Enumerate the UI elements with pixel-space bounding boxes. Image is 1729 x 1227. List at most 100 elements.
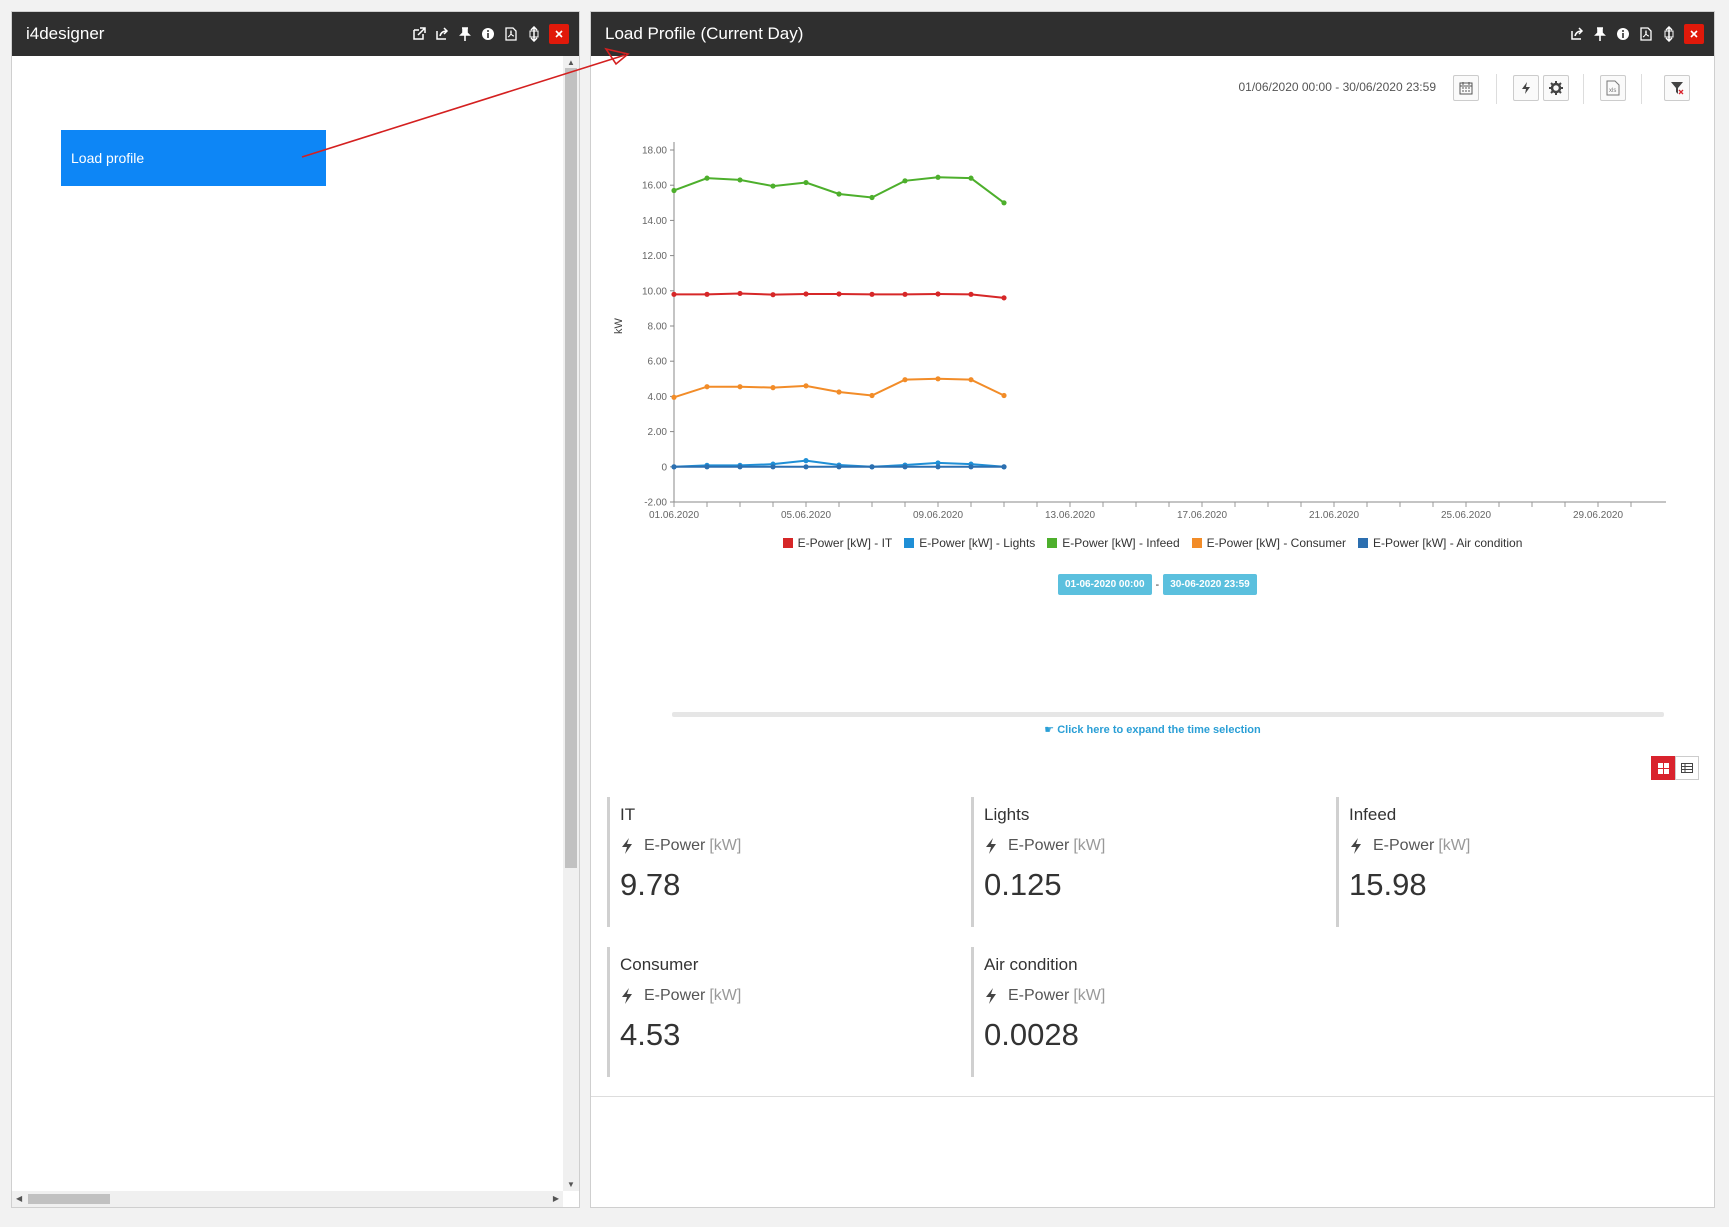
- gear-icon[interactable]: [1543, 75, 1569, 101]
- lightning-icon: [622, 838, 632, 854]
- data-point: [770, 385, 776, 391]
- scroll-up-icon[interactable]: ▲: [567, 58, 575, 67]
- y-tick-label: 18.00: [642, 146, 667, 157]
- data-point: [935, 460, 941, 466]
- time-slider-track[interactable]: [672, 712, 1664, 717]
- legend-item[interactable]: E-Power [kW] - Infeed: [1047, 536, 1180, 550]
- card-title: Lights: [984, 805, 1030, 824]
- pin-icon[interactable]: [455, 23, 475, 45]
- legend-item[interactable]: E-Power [kW] - Air condition: [1358, 536, 1522, 550]
- compare-icon[interactable]: [1513, 75, 1539, 101]
- data-point: [902, 291, 908, 297]
- card-measure-label: E-Power: [644, 837, 706, 854]
- data-point: [671, 187, 677, 194]
- data-point: [968, 175, 974, 181]
- scroll-right-icon[interactable]: ▶: [552, 1194, 559, 1203]
- card-title: Consumer: [620, 955, 699, 974]
- resize-icon[interactable]: [1659, 23, 1679, 45]
- range-end-tag[interactable]: 30-06-2020 23:59: [1163, 574, 1257, 595]
- legend-label: E-Power [kW] - Consumer: [1206, 536, 1347, 550]
- close-icon[interactable]: [1684, 24, 1704, 44]
- data-point: [803, 383, 809, 389]
- range-start-tag[interactable]: 01-06-2020 00:00: [1058, 574, 1152, 595]
- vertical-scrollbar[interactable]: ▲ ▼: [563, 56, 579, 1191]
- lightning-icon: [986, 988, 996, 1004]
- vertical-scroll-thumb[interactable]: [565, 68, 577, 868]
- value-card[interactable]: Lights E-Power [kW] 0.125: [971, 797, 1301, 927]
- y-tick-label: 2.00: [648, 427, 668, 438]
- time-range-selector[interactable]: 01-06-2020 00:00 - 30-06-2020 23:59: [1058, 574, 1257, 595]
- data-point: [671, 394, 677, 400]
- value-card[interactable]: Consumer E-Power [kW] 4.53: [607, 947, 937, 1077]
- info-icon[interactable]: [1613, 23, 1633, 45]
- share-icon[interactable]: [1567, 23, 1587, 45]
- pdf-icon[interactable]: [1636, 23, 1656, 45]
- card-measure: E-Power [kW]: [984, 987, 1301, 1005]
- data-point: [737, 384, 743, 390]
- expand-link-label: Click here to expand the time selection: [1057, 724, 1261, 736]
- data-point: [803, 179, 809, 186]
- legend-item[interactable]: E-Power [kW] - Consumer: [1191, 536, 1347, 550]
- legend-label: E-Power [kW] - Infeed: [1062, 536, 1180, 550]
- y-tick-label: 10.00: [642, 286, 667, 297]
- data-point: [671, 464, 677, 470]
- resize-icon[interactable]: [524, 23, 544, 45]
- close-icon[interactable]: [549, 24, 569, 44]
- toolbar-separator: [1583, 74, 1584, 104]
- legend-label: E-Power [kW] - Lights: [919, 536, 1036, 550]
- card-unit: [kW]: [1073, 837, 1106, 854]
- value-card[interactable]: Infeed E-Power [kW] 15.98: [1336, 797, 1666, 927]
- value-card[interactable]: IT E-Power [kW] 9.78: [607, 797, 937, 927]
- y-axis-label: kW: [613, 317, 625, 334]
- data-point: [968, 377, 974, 383]
- scroll-down-icon[interactable]: ▼: [567, 1180, 575, 1189]
- pin-icon[interactable]: [1590, 23, 1610, 45]
- data-point: [1001, 392, 1007, 399]
- y-tick-label: 0: [661, 462, 667, 473]
- section-divider: [591, 1096, 1714, 1097]
- card-measure-label: E-Power: [644, 987, 706, 1004]
- y-tick-label: 12.00: [642, 251, 667, 262]
- legend-item[interactable]: E-Power [kW] - IT: [782, 536, 892, 550]
- card-title: Infeed: [1349, 805, 1397, 824]
- calendar-icon[interactable]: [1453, 75, 1479, 101]
- data-point: [935, 376, 941, 382]
- legend-item[interactable]: E-Power [kW] - Lights: [904, 536, 1035, 550]
- filter-clear-icon[interactable]: [1664, 75, 1690, 101]
- x-tick-label: 01.06.2020: [649, 510, 699, 521]
- load-profile-button[interactable]: Load profile: [61, 130, 326, 186]
- expand-time-selection-link[interactable]: ☛ Click here to expand the time selectio…: [591, 723, 1714, 736]
- designer-titlebar: i4designer: [12, 12, 579, 56]
- pointer-hand-icon: ☛: [1044, 724, 1055, 736]
- grid-view-icon[interactable]: [1651, 756, 1675, 780]
- share-icon[interactable]: [432, 23, 452, 45]
- table-view-icon[interactable]: [1675, 756, 1699, 780]
- data-point: [704, 291, 710, 297]
- data-point: [869, 291, 875, 297]
- svg-text:xls: xls: [1609, 88, 1616, 94]
- load-profile-titlebar: Load Profile (Current Day): [591, 12, 1714, 56]
- data-point: [737, 290, 743, 297]
- external-link-icon[interactable]: [409, 23, 429, 45]
- horizontal-scroll-thumb[interactable]: [28, 1194, 110, 1204]
- value-card[interactable]: Air condition E-Power [kW] 0.0028: [971, 947, 1301, 1077]
- pdf-icon[interactable]: [501, 23, 521, 45]
- data-point: [869, 392, 875, 399]
- scroll-left-icon[interactable]: ◀: [16, 1194, 23, 1203]
- data-point: [935, 464, 941, 470]
- data-point: [803, 464, 809, 470]
- data-point: [737, 177, 743, 183]
- data-point: [770, 292, 776, 298]
- data-point: [869, 464, 875, 470]
- data-point: [935, 174, 941, 180]
- card-measure-label: E-Power: [1008, 987, 1070, 1004]
- chart-legend: E-Power [kW] - IT E-Power [kW] - Lights E-…: [591, 536, 1714, 550]
- card-value: 0.125: [984, 867, 1062, 902]
- y-tick-label: -2.00: [644, 498, 667, 509]
- data-point: [803, 458, 809, 464]
- info-icon[interactable]: [478, 23, 498, 45]
- data-point: [704, 464, 710, 470]
- horizontal-scrollbar[interactable]: ◀ ▶: [12, 1191, 563, 1207]
- excel-icon[interactable]: xls: [1600, 75, 1626, 101]
- x-tick-label: 13.06.2020: [1045, 510, 1095, 521]
